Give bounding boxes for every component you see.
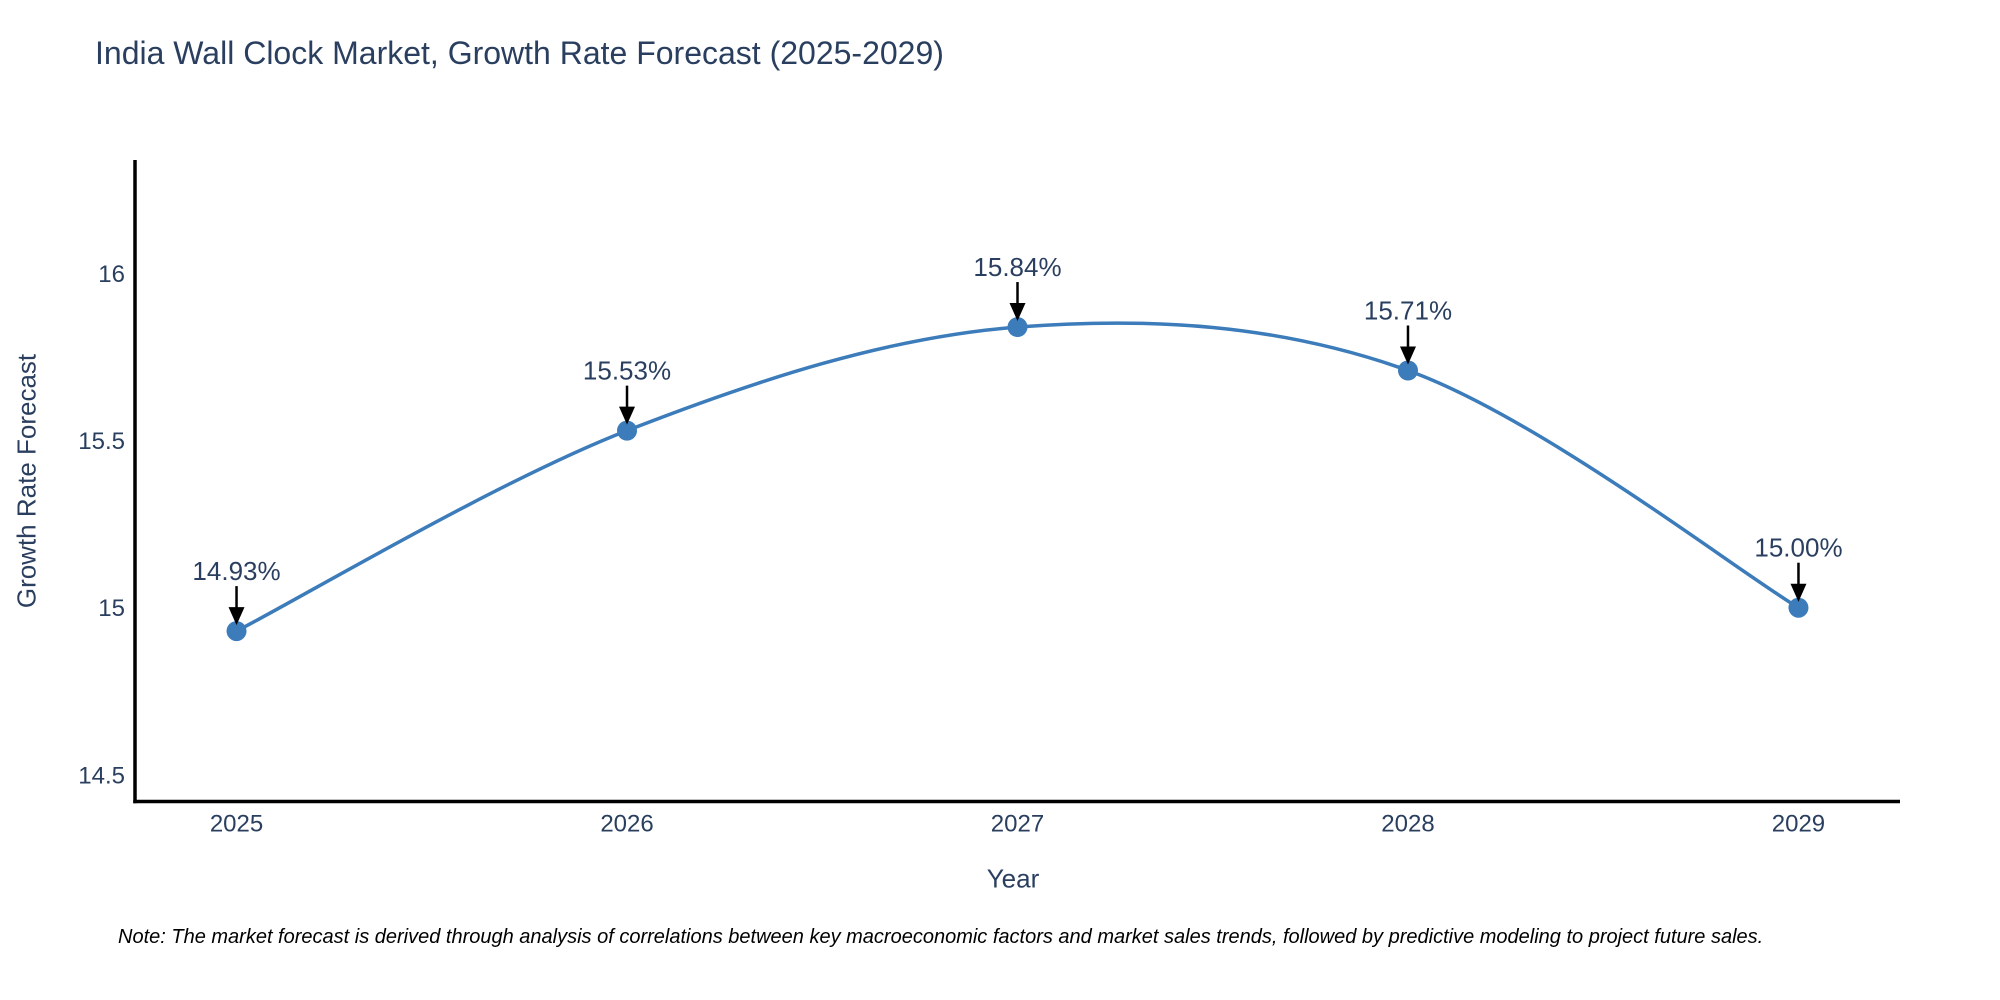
x-tick-label: 2027 (991, 811, 1044, 838)
data-point-marker[interactable] (1007, 317, 1028, 338)
y-axis-title: Growth Rate Forecast (11, 353, 42, 609)
footnote-text: Note: The market forecast is derived thr… (118, 926, 1764, 948)
point-annotation: 15.00% (1754, 533, 1842, 563)
y-tick-label: 14.5 (78, 762, 125, 789)
annotation-arrowhead (228, 607, 245, 626)
annotation-arrowhead (619, 406, 636, 425)
point-annotation: 15.84% (973, 252, 1061, 282)
point-annotation: 15.71% (1364, 295, 1452, 325)
point-annotation: 14.93% (192, 556, 280, 586)
data-point-marker[interactable] (1788, 597, 1809, 618)
x-tick-label: 2026 (600, 811, 653, 838)
x-tick-label: 2028 (1381, 811, 1434, 838)
annotation-arrowhead (1399, 346, 1416, 365)
y-tick-label: 15.5 (78, 428, 125, 455)
y-tick-label: 15 (98, 595, 125, 622)
y-tick-label: 16 (98, 261, 125, 288)
x-tick-label: 2025 (210, 811, 263, 838)
trend-line (234, 321, 1801, 633)
point-annotation: 15.53% (583, 356, 671, 386)
x-axis-title: Year (986, 863, 1040, 894)
chart-title: India Wall Clock Market, Growth Rate For… (95, 35, 944, 71)
annotation-arrowhead (1790, 583, 1807, 602)
data-point-marker[interactable] (617, 420, 638, 441)
data-point-marker[interactable] (226, 621, 247, 642)
data-point-marker[interactable] (1397, 360, 1418, 381)
annotation-arrowhead (1009, 303, 1026, 322)
x-tick-label: 2029 (1772, 811, 1825, 838)
